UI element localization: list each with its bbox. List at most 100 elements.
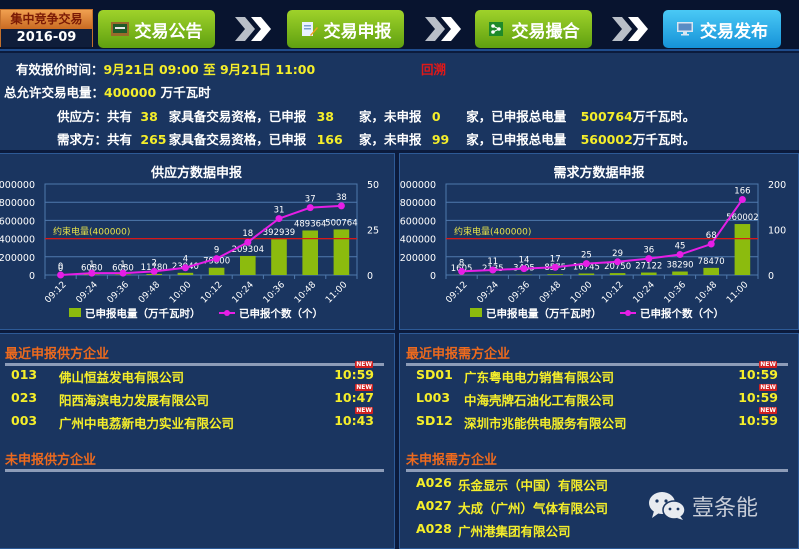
step-announcement-label: 交易公告 — [135, 17, 203, 42]
company-code: SD01 — [416, 367, 453, 382]
left-axis-tick: 400000 — [0, 235, 35, 246]
trade-info-panel: 有效报价时间：9月21日 09:00 至 9月21日 11:00 回溯 总允许交… — [0, 53, 799, 150]
list-item[interactable]: SD12 深圳市兆能供电服务有限公司 NEW 10:59 — [400, 413, 798, 433]
quote-time-value: 9月21日 09:00 至 9月21日 11:00 — [104, 62, 316, 77]
right-axis-tick: 200 — [768, 180, 786, 191]
step-matching-button[interactable]: 交易撮合 — [475, 10, 592, 48]
count-value-label: 18 — [242, 229, 253, 239]
bar-value-label: 27122 — [635, 262, 662, 272]
count-value-label: 36 — [643, 246, 654, 256]
left-axis-tick: 1000000 — [0, 180, 35, 191]
legend-bar-label: 已申报电量（万千瓦时） — [85, 307, 201, 320]
declare-time: 10:59 — [738, 390, 778, 405]
x-axis-label: 10:12 — [600, 280, 625, 305]
left-axis-tick: 800000 — [400, 198, 436, 209]
step-publish-button[interactable]: 交易发布 — [663, 10, 781, 48]
x-axis-label: 10:00 — [168, 280, 194, 306]
bar — [209, 268, 225, 275]
supply-lists-panel: 最近申报供方企业 013 佛山恒益发电有限公司 NEW 10:59 023 阳西… — [0, 333, 395, 549]
count-value-label: 4 — [183, 255, 188, 265]
count-point — [151, 268, 158, 275]
count-point — [338, 202, 345, 209]
supply-declared-text: 家，未申报 — [359, 109, 422, 124]
bar — [302, 230, 318, 275]
demand-unit: 万千瓦时。 — [633, 132, 696, 147]
bar — [610, 273, 626, 275]
list-item[interactable]: 023 阳西海滨电力发展有限公司 NEW 10:47 — [0, 390, 394, 410]
top-bar: 集中竞争交易 2016-09 交易公告 交易申报 交易撮合 交易发布 — [0, 0, 799, 51]
demand-undeclared-count: 99 — [432, 132, 462, 147]
backtrack-link[interactable]: 回溯 — [421, 59, 446, 78]
notice-board-icon — [111, 22, 129, 36]
bar — [547, 274, 563, 275]
count-point — [521, 265, 528, 272]
chevron-right-icon — [233, 17, 273, 41]
company-name: 乐金显示（中国）有限公司 — [458, 475, 608, 494]
count-point — [57, 272, 64, 279]
company-name: 佛山恒益发电有限公司 — [59, 367, 184, 386]
demand-undeclared-text: 家，已申报总电量 — [466, 132, 566, 147]
recent-demand-heading: 最近申报需方企业 — [406, 343, 788, 366]
recent-supply-heading: 最近申报供方企业 — [5, 343, 384, 366]
bar-value-label: 209304 — [232, 245, 264, 255]
share-icon — [488, 22, 506, 36]
list-item[interactable]: 013 佛山恒益发电有限公司 NEW 10:59 — [0, 367, 394, 387]
trade-type-badge: 集中竞争交易 2016-09 — [0, 9, 93, 47]
step-announcement-button[interactable]: 交易公告 — [98, 10, 215, 48]
bar-value-label: 38290 — [666, 261, 693, 271]
count-point — [708, 241, 715, 248]
demand-qualified-text: 家具备交易资格，已申报 — [169, 132, 307, 147]
company-code: A028 — [416, 521, 452, 536]
count-value-label: 31 — [274, 206, 285, 216]
list-item[interactable]: 003 广州中电荔新电力实业有限公司 NEW 10:43 — [0, 413, 394, 433]
right-axis-tick: 25 — [367, 226, 379, 237]
undeclared-demand-heading: 未申报需方企业 — [406, 449, 788, 472]
demand-declared-text: 家，未申报 — [359, 132, 422, 147]
count-line — [61, 206, 342, 275]
legend-line-label: 已申报个数（个） — [640, 307, 724, 320]
total-allowed-unit: 万千瓦时 — [161, 85, 211, 100]
count-value-label: 1 — [120, 260, 125, 270]
bar — [579, 273, 595, 275]
total-allowed-label: 总允许交易电量： — [4, 85, 104, 100]
left-axis-tick: 600000 — [0, 216, 35, 227]
count-value-label: 68 — [706, 231, 717, 241]
legend-line-swatch — [625, 310, 631, 316]
count-value-label: 166 — [734, 186, 750, 196]
left-axis-tick: 0 — [430, 271, 436, 282]
document-edit-icon — [300, 22, 318, 36]
demand-chart-panel: 需求方数据申报 02000004000006000008000001000000… — [399, 153, 799, 330]
count-value-label: 25 — [581, 251, 592, 261]
supply-declared-count: 38 — [317, 109, 355, 124]
list-item[interactable]: SD01 广东粤电电力销售有限公司 NEW 10:59 — [400, 367, 798, 387]
demand-declared-count: 166 — [317, 132, 355, 147]
bar — [672, 272, 688, 275]
left-axis-tick: 600000 — [400, 216, 436, 227]
company-name: 广州港集团有限公司 — [458, 521, 571, 540]
company-code: SD12 — [416, 413, 453, 428]
bar — [178, 273, 194, 275]
count-point — [307, 204, 314, 211]
count-value-label: 38 — [336, 193, 347, 203]
x-axis-label: 09:24 — [75, 280, 101, 306]
step-publish-label: 交易发布 — [700, 17, 768, 42]
company-name: 广东粤电电力销售有限公司 — [464, 367, 614, 386]
bar — [735, 224, 751, 275]
list-item[interactable]: A028 广州港集团有限公司 — [400, 521, 798, 541]
right-axis-tick: 50 — [367, 180, 379, 191]
x-axis-label: 09:48 — [538, 280, 564, 306]
left-axis-tick: 400000 — [400, 235, 436, 246]
supply-qualified-count: 38 — [140, 109, 164, 124]
bar — [641, 273, 657, 275]
list-item[interactable]: L003 中海壳牌石油化工有限公司 NEW 10:59 — [400, 390, 798, 410]
company-code: A027 — [416, 498, 452, 513]
x-axis-label: 10:36 — [262, 280, 288, 306]
x-axis-label: 10:12 — [199, 280, 224, 305]
x-axis-label: 10:24 — [231, 280, 257, 306]
company-name: 大成（广州）气体有限公司 — [458, 498, 608, 517]
count-value-label: 2 — [151, 258, 156, 268]
step-declaration-button[interactable]: 交易申报 — [287, 10, 404, 48]
count-point — [739, 196, 746, 203]
x-axis-label: 09:12 — [43, 280, 68, 305]
bar — [271, 239, 287, 275]
